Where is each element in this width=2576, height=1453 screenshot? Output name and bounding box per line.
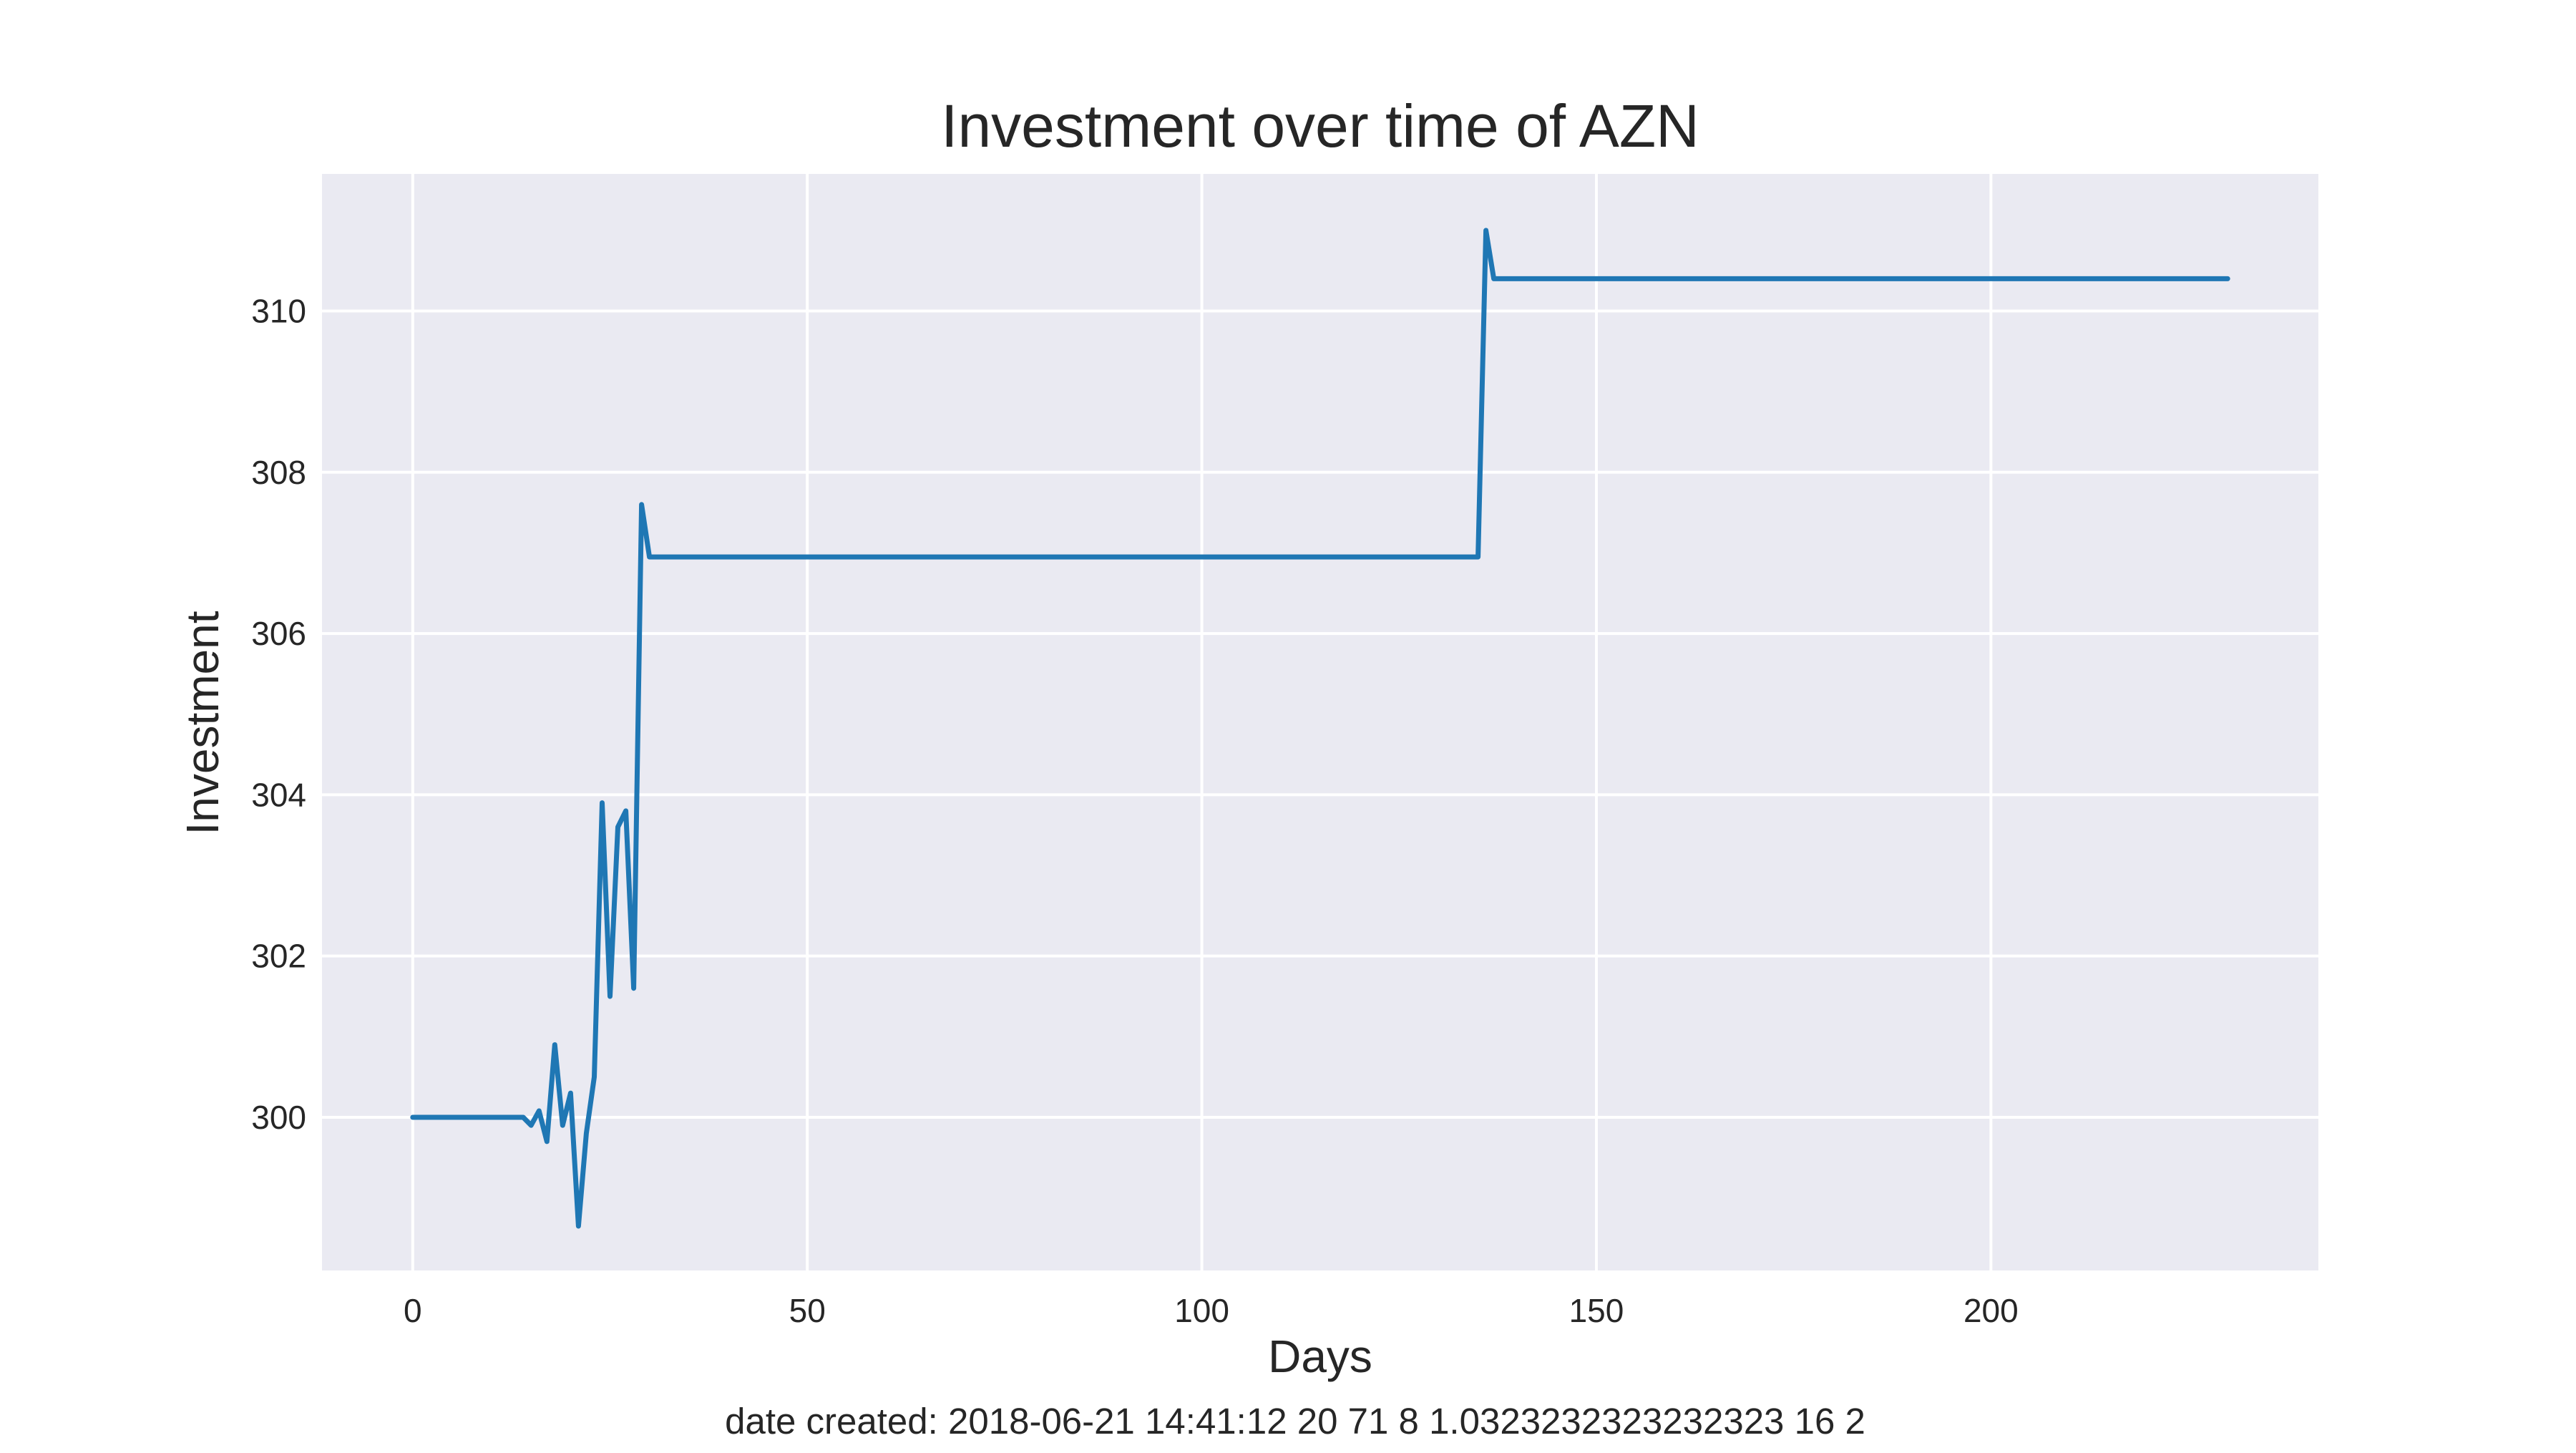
x-tick-label: 0 xyxy=(404,1292,422,1329)
y-tick-label: 302 xyxy=(251,938,306,975)
y-tick-label: 300 xyxy=(251,1099,306,1136)
y-tick-label: 304 xyxy=(251,776,306,813)
x-axis-label: Days xyxy=(1268,1331,1372,1382)
tick-labels: 0 50 100 150 200 300 302 304 306 308 310 xyxy=(251,293,2018,1330)
x-tick-label: 100 xyxy=(1174,1292,1229,1329)
y-tick-label: 308 xyxy=(251,454,306,491)
x-tick-label: 50 xyxy=(789,1292,826,1329)
y-axis-label: Investment xyxy=(177,611,228,835)
y-tick-label: 310 xyxy=(251,293,306,330)
footer-note: date created: 2018-06-21 14:41:12 20 71 … xyxy=(725,1401,1865,1442)
plot-area-background xyxy=(322,174,2318,1270)
series-line xyxy=(410,228,2230,1229)
x-tick-label: 200 xyxy=(1963,1292,2019,1329)
chart-title: Investment over time of AZN xyxy=(941,92,1699,160)
x-tick-label: 150 xyxy=(1569,1292,1624,1329)
series-layer xyxy=(410,228,2230,1229)
gridlines xyxy=(322,174,2318,1270)
y-tick-label: 306 xyxy=(251,615,306,652)
